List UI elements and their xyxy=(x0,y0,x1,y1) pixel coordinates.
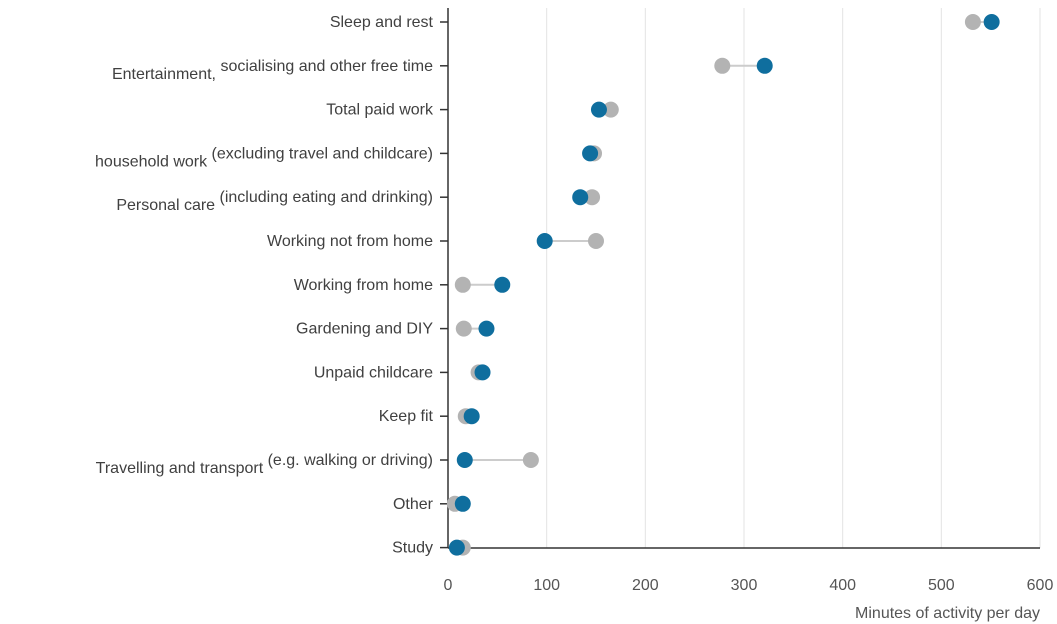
category-label: Working not from home xyxy=(267,233,433,250)
gray-point xyxy=(454,276,471,293)
data-marks xyxy=(446,14,1000,556)
category-label: Entertainment, socialising and other fre… xyxy=(112,58,433,83)
category-label: Other xyxy=(393,496,434,513)
blue-point xyxy=(572,189,589,206)
category-label-prefix: Entertainment, xyxy=(112,66,216,83)
blue-point xyxy=(474,364,491,381)
category-labels: Sleep and rest Entertainment, socialising… xyxy=(95,14,434,557)
category-label-prefix: household work xyxy=(95,153,208,170)
gray-point xyxy=(455,320,472,337)
blue-point xyxy=(448,539,465,556)
category-label: Sleep and rest xyxy=(330,14,434,31)
category-label: Total paid work xyxy=(326,102,434,119)
x-tick-label: 300 xyxy=(731,577,758,594)
x-axis-title: Minutes of activity per day xyxy=(855,605,1040,622)
blue-point xyxy=(456,452,473,468)
gray-point xyxy=(522,452,539,468)
blue-point xyxy=(494,276,511,293)
category-label: Travelling and transport (e.g. walking o… xyxy=(96,452,433,477)
blue-point xyxy=(582,145,599,162)
gray-point xyxy=(714,57,731,74)
category-label-prefix: Travelling and transport xyxy=(96,460,264,477)
blue-point xyxy=(454,495,471,512)
gridlines xyxy=(546,8,1041,548)
category-label-prefix: Personal care xyxy=(116,197,215,214)
blue-point xyxy=(756,57,773,74)
gray-point xyxy=(602,101,619,118)
category-label: Working from home xyxy=(294,277,433,294)
blue-point xyxy=(590,101,607,118)
x-tick-label: 200 xyxy=(632,577,659,594)
category-label-main: socialising and other free time xyxy=(216,58,433,75)
gray-point xyxy=(584,189,601,206)
category-label: Keep fit xyxy=(379,408,434,425)
category-label-main: (including eating and drinking) xyxy=(215,189,433,206)
category-label-main: (excluding travel and childcare) xyxy=(207,145,433,162)
x-tick-label: 500 xyxy=(928,577,955,594)
category-label: household work (excluding travel and chi… xyxy=(95,145,433,170)
x-tick-label: 600 xyxy=(1027,577,1054,594)
blue-point xyxy=(478,320,495,337)
x-tick-label: 400 xyxy=(829,577,856,594)
blue-point xyxy=(536,233,553,249)
category-label-main: (e.g. walking or driving) xyxy=(263,452,433,469)
x-tick-label: 0 xyxy=(444,577,453,594)
category-label: Personal care (including eating and drin… xyxy=(116,189,433,214)
blue-point xyxy=(983,14,1000,30)
gray-point xyxy=(588,233,604,249)
axes xyxy=(440,8,1040,549)
x-tick-labels: 0 100 200 300 400 500 600 xyxy=(444,577,1054,594)
category-label: Gardening and DIY xyxy=(296,321,433,338)
blue-point xyxy=(463,408,480,425)
category-label: Unpaid childcare xyxy=(314,364,433,381)
x-tick-label: 100 xyxy=(533,577,560,594)
category-label: Study xyxy=(392,540,433,557)
gray-point xyxy=(964,14,981,30)
